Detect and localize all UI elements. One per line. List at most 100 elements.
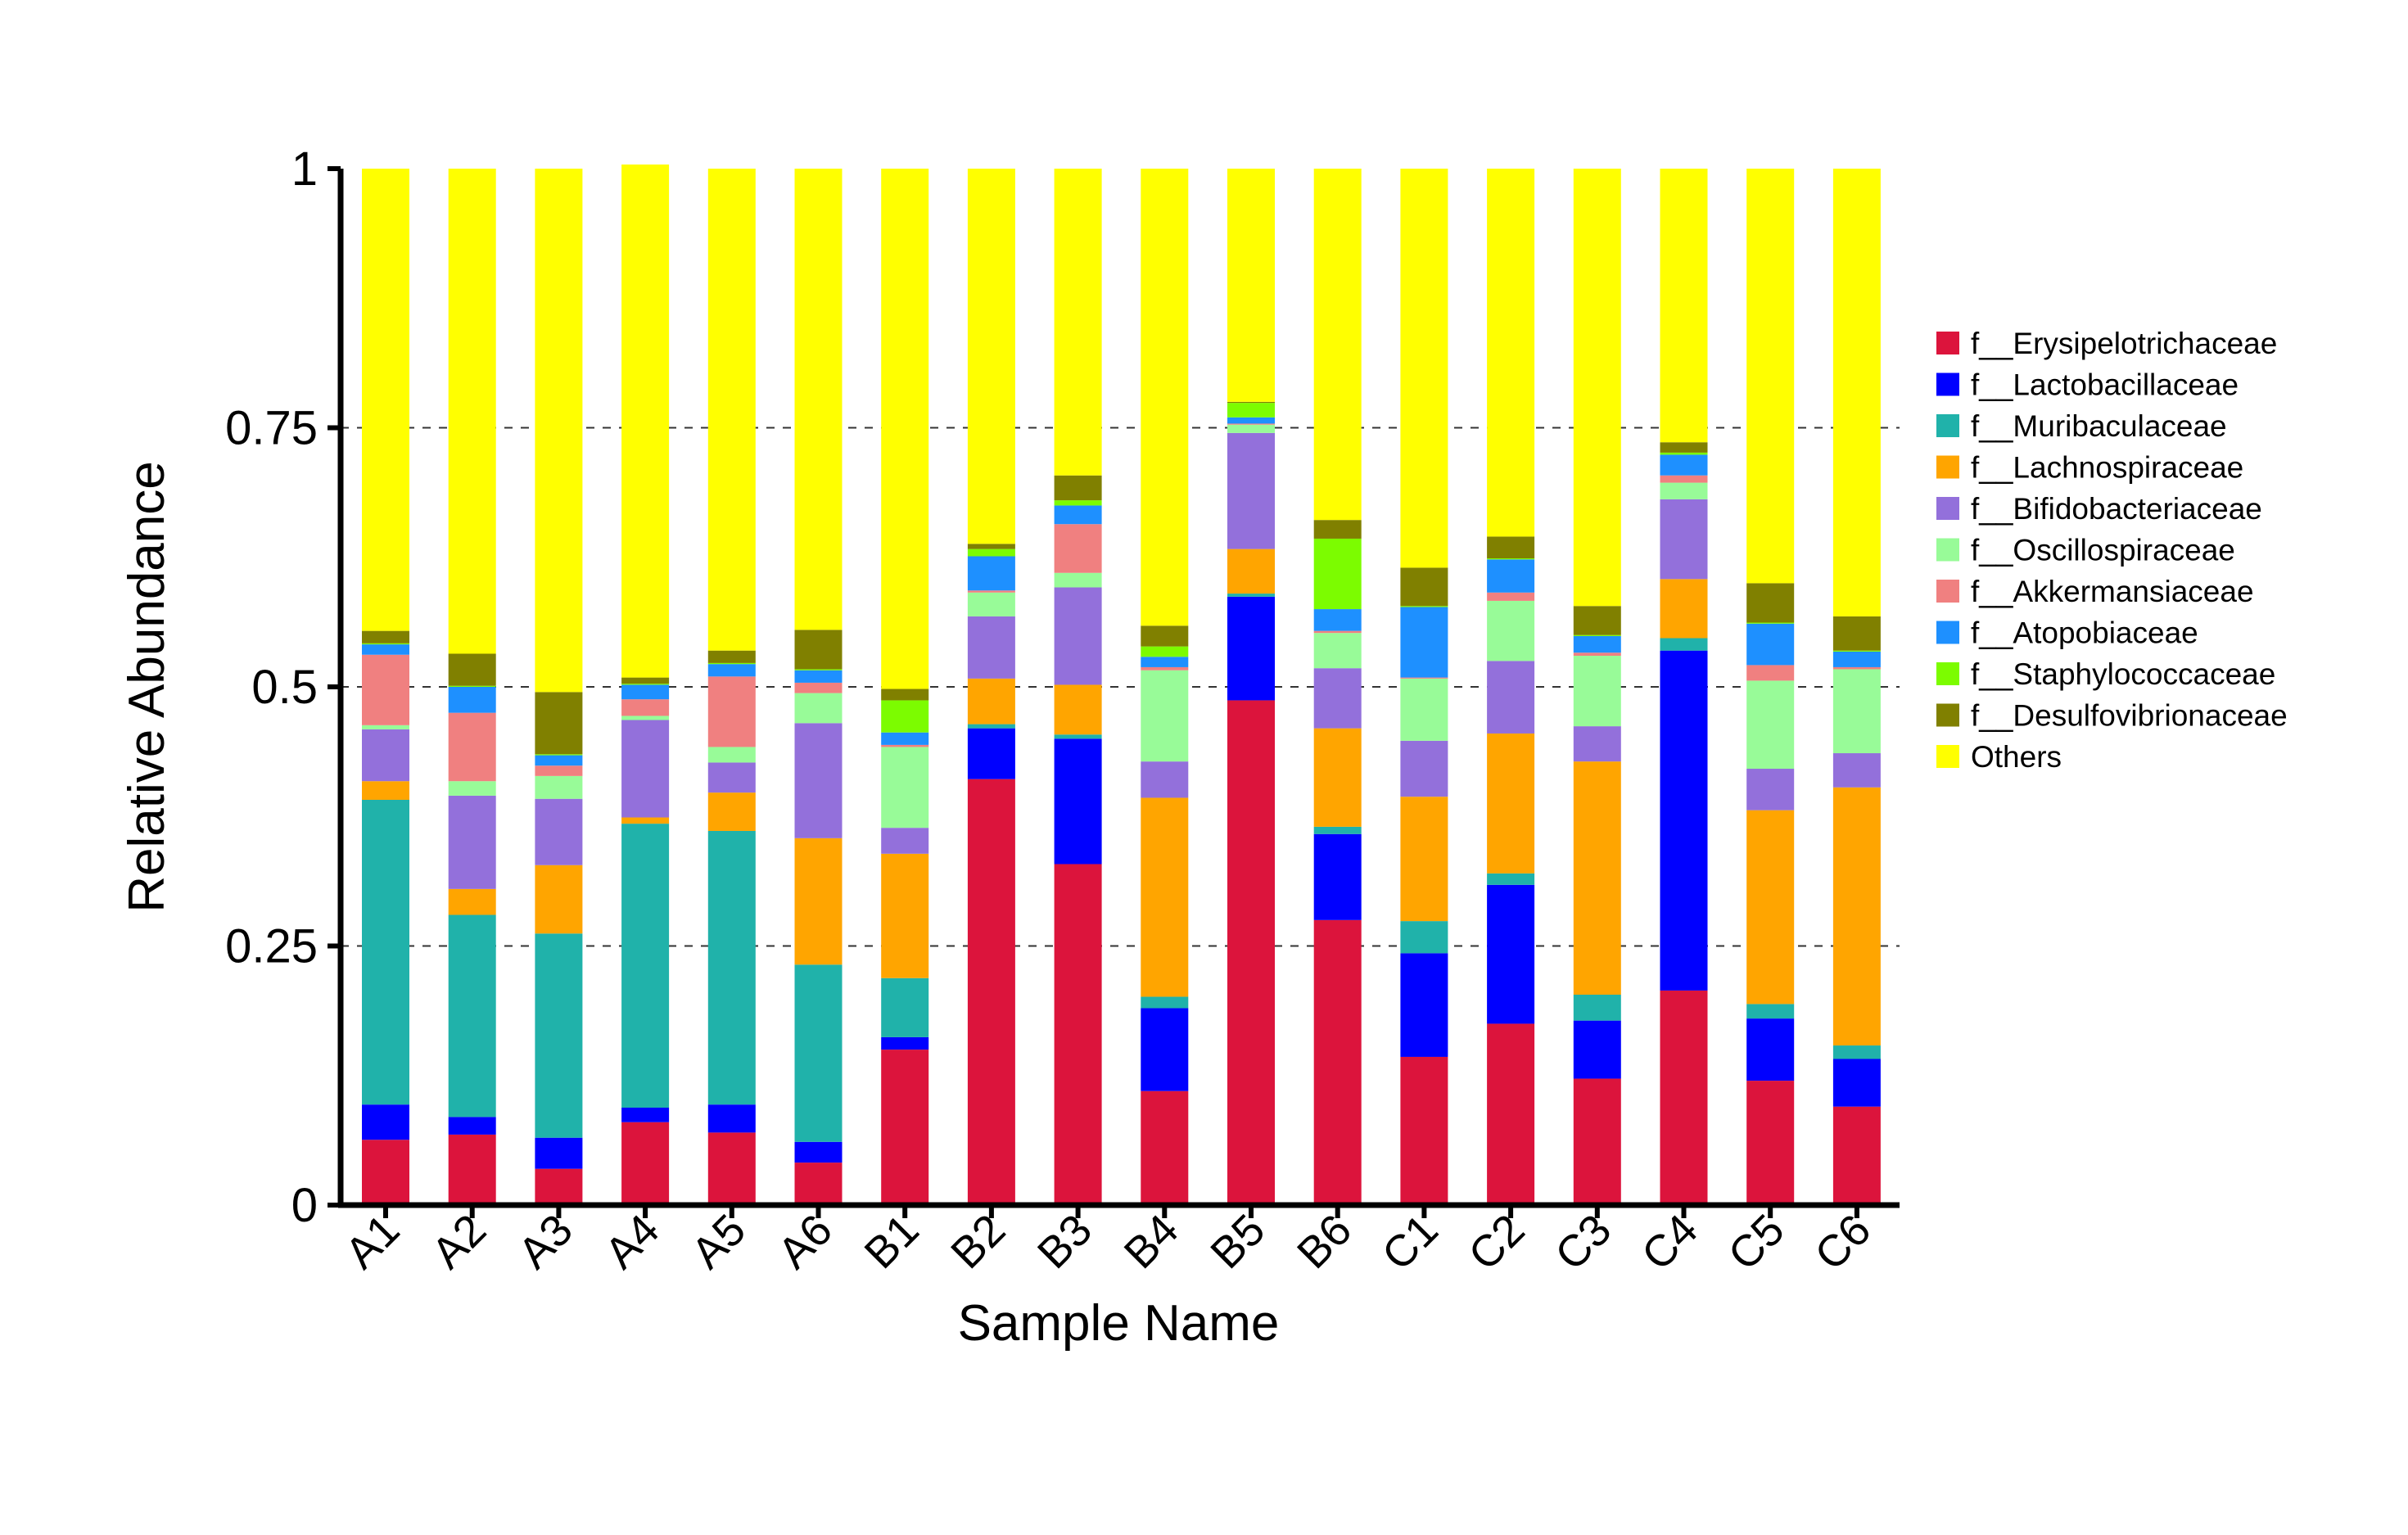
bar-segment: [1313, 833, 1362, 920]
bar-segment: [1313, 633, 1362, 669]
bar-segment: [448, 781, 496, 796]
bar-segment: [1573, 656, 1621, 727]
bar-stack-c6: [1832, 169, 1881, 1205]
bar-segment: [1746, 623, 1795, 666]
bar-segment: [967, 556, 1015, 591]
bar-segment: [707, 676, 756, 747]
bar-segment: [1573, 995, 1621, 1021]
bar-segment: [1054, 587, 1102, 685]
bar-stack-b1: [881, 169, 929, 1205]
x-tick-label: C1: [1373, 1205, 1448, 1280]
bar-segment: [1313, 609, 1362, 631]
x-tick-label: B1: [856, 1205, 928, 1278]
x-tick-label: B5: [1201, 1205, 1274, 1278]
x-tick-label: A1: [336, 1205, 409, 1278]
bar-segment: [1054, 684, 1102, 735]
bar-segment: [1746, 1081, 1795, 1205]
bar-segment: [1400, 677, 1448, 679]
bar-segment: [1573, 1020, 1621, 1079]
bar-segment: [1054, 738, 1102, 865]
bar-segment: [1227, 549, 1275, 594]
bar-segment: [448, 169, 496, 654]
bar-segment: [1832, 753, 1881, 788]
bar-segment: [1227, 700, 1275, 1205]
bar-segment: [1400, 678, 1448, 741]
bar-segment: [1054, 169, 1102, 476]
bar-segment: [362, 169, 409, 631]
bar-segment: [794, 169, 843, 630]
bar-stack-a5: [707, 169, 756, 1205]
legend-label: f__Erysipelotrichaceae: [1971, 327, 2277, 360]
bar-segment: [881, 977, 929, 1037]
bar-segment: [1400, 607, 1448, 678]
bar-segment: [621, 817, 670, 824]
bar-segment: [362, 654, 409, 725]
bar-segment: [1313, 538, 1362, 610]
bar-segment: [1227, 403, 1275, 418]
bar-segment: [1746, 665, 1795, 681]
bar-segment: [1227, 432, 1275, 549]
x-tick-label: A6: [769, 1205, 842, 1278]
bar-segment: [967, 169, 1015, 544]
bar-stack-a3: [535, 169, 583, 1205]
bar-segment: [707, 664, 756, 677]
bar-segment: [881, 700, 929, 733]
bar-segment: [794, 1163, 843, 1205]
x-tick-label: B2: [942, 1205, 1014, 1278]
bar-segment: [621, 720, 670, 818]
bar-segment: [621, 164, 670, 678]
bar-segment: [448, 1117, 496, 1135]
bar-segment: [1487, 536, 1535, 559]
bar-segment: [1487, 873, 1535, 885]
bar-stack-b6: [1313, 169, 1362, 1205]
legend: f__Erysipelotrichaceae f__Lactobacillacea…: [1936, 327, 2288, 774]
bar-segment: [881, 732, 929, 745]
legend-swatch: [1936, 621, 1959, 644]
bar-segment: [1832, 1059, 1881, 1107]
bar-segment: [1313, 169, 1362, 521]
bar-segment: [1313, 520, 1362, 539]
bar-segment: [707, 792, 756, 831]
bar-segment: [1141, 670, 1189, 762]
bar-segment: [1832, 616, 1881, 651]
legend-swatch: [1936, 745, 1959, 768]
bar-segment: [1746, 622, 1795, 624]
x-tick-label: C5: [1719, 1205, 1793, 1280]
bar-segment: [881, 1036, 929, 1050]
y-ticks: 0 0.25 0.5 0.75 1: [225, 142, 341, 1232]
bar-segment: [362, 799, 409, 1105]
bar-segment: [707, 747, 756, 763]
bar-segment: [535, 798, 583, 865]
bar-segment: [1141, 666, 1189, 670]
bar-segment: [535, 754, 583, 756]
bar-segment: [1400, 953, 1448, 1057]
bar-stack-a4: [621, 164, 670, 1205]
bar-segment: [1227, 424, 1275, 433]
bar-segment: [448, 653, 496, 686]
bar-stack-c2: [1487, 169, 1535, 1205]
bar-segment: [1313, 728, 1362, 827]
bar-segment: [1487, 169, 1535, 537]
bar-segment: [1660, 650, 1708, 991]
bar-stack-b5: [1227, 169, 1275, 1205]
bar-segment: [448, 685, 496, 687]
x-tick-label: A5: [682, 1205, 755, 1278]
bar-segment: [1487, 592, 1535, 601]
bar-segment: [1487, 600, 1535, 661]
bar-segment: [967, 544, 1015, 549]
bar-segment: [1313, 630, 1362, 634]
bar-segment: [1660, 499, 1708, 580]
y-tick-label: 1: [291, 142, 318, 196]
legend-swatch: [1936, 538, 1959, 562]
bar-segment: [1400, 606, 1448, 607]
bar-segment: [707, 1104, 756, 1133]
bar-segment: [621, 1107, 670, 1122]
bar-segment: [1141, 797, 1189, 997]
bar-segment: [1573, 652, 1621, 657]
bar-segment: [794, 837, 843, 965]
legend-swatch: [1936, 372, 1959, 396]
bar-segment: [362, 729, 409, 782]
bar-segment: [448, 687, 496, 713]
bar-segment: [1660, 452, 1708, 455]
bar-segment: [1832, 651, 1881, 667]
